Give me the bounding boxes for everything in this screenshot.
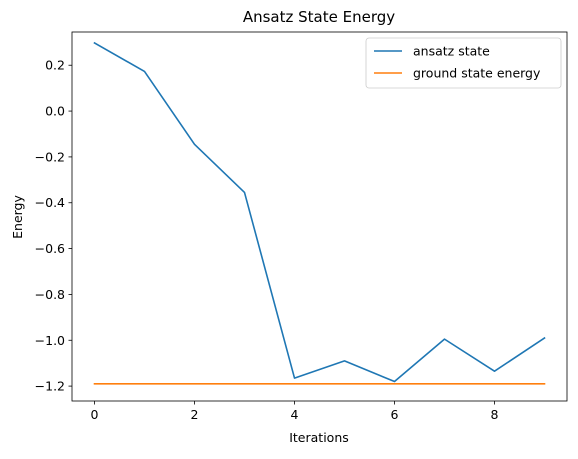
x-axis-ticks: 0 2 4 6 8 [91, 401, 499, 422]
legend-box [365, 37, 562, 89]
y-tick-label: −0.2 [35, 149, 65, 164]
legend-label-0: ansatz state [413, 44, 490, 59]
axes-background [72, 32, 567, 401]
x-tick-label: 4 [291, 407, 299, 422]
x-axis-label: Iterations [289, 430, 349, 445]
y-axis-ticks: 0.2 0.0 −0.2 −0.4 −0.6 −0.8 −1.0 −1.2 [35, 58, 72, 394]
y-tick-label: 0.2 [45, 58, 65, 73]
axes-frame [71, 31, 568, 402]
y-tick-label: −1.2 [35, 379, 65, 394]
x-tick-label: 6 [391, 407, 399, 422]
y-tick-label: −0.8 [35, 287, 65, 302]
x-tick-label: 0 [91, 407, 99, 422]
legend-label-1: ground state energy [413, 66, 541, 81]
y-tick-label: −1.0 [35, 333, 65, 348]
y-tick-label: 0.0 [45, 104, 65, 119]
y-tick-label: −0.6 [35, 241, 65, 256]
x-tick-label: 2 [191, 407, 199, 422]
legend: ansatz state ground state energy [365, 37, 562, 89]
plot-area [71, 31, 568, 402]
y-tick-label: −0.4 [35, 195, 65, 210]
series-layer [93, 41, 546, 385]
y-axis-label: Energy [10, 195, 25, 239]
series-line-0 [93, 41, 546, 383]
x-tick-label: 8 [491, 407, 499, 422]
chart-title: Ansatz State Energy [243, 8, 395, 26]
